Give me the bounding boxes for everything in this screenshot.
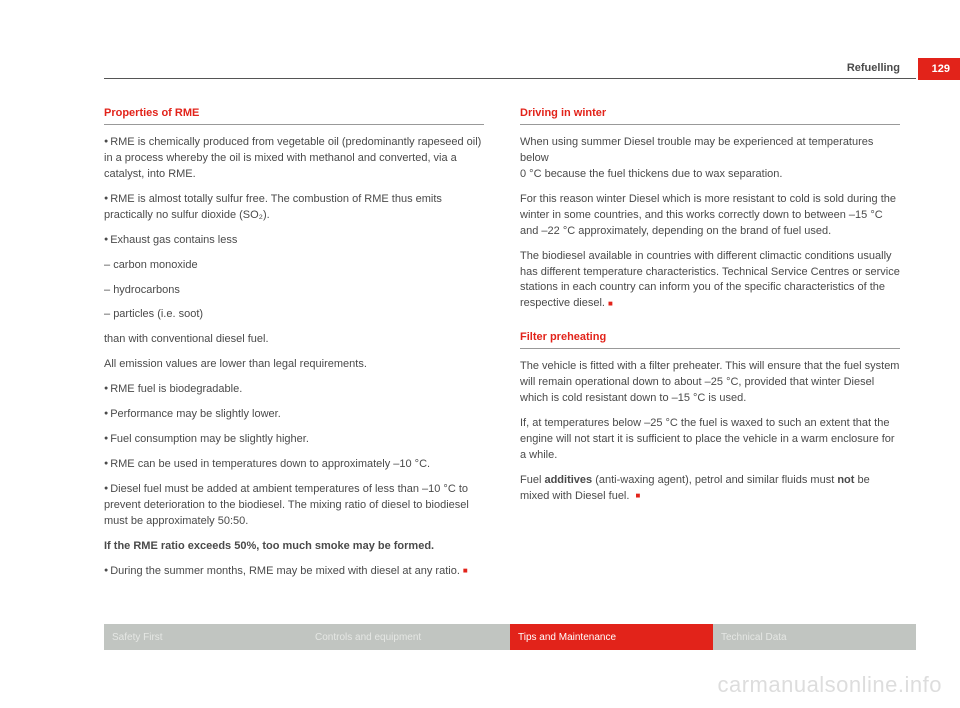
body-text: The vehicle is fitted with a filter preh… — [520, 359, 900, 407]
section-title-winter: Driving in winter — [520, 106, 900, 125]
section-title-rme: Properties of RME — [104, 106, 484, 125]
body-text: The biodiesel available in countries wit… — [520, 249, 900, 313]
body-text: If, at temperatures below –25 °C the fue… — [520, 416, 900, 464]
footer-tab-technical[interactable]: Technical Data — [713, 624, 916, 650]
body-text: RME can be used in temperatures down to … — [104, 457, 484, 473]
footer-tab-controls[interactable]: Controls and equipment — [307, 624, 510, 650]
text-span: Fuel — [520, 474, 544, 486]
footer-tab-tips[interactable]: Tips and Maintenance — [510, 624, 713, 650]
text-span: (anti-waxing agent), petrol and similar … — [592, 474, 837, 486]
content-area: Properties of RME RME is chemically prod… — [104, 102, 900, 589]
section-title-filter: Filter preheating — [520, 330, 900, 349]
body-text: than with conventional diesel fuel. — [104, 332, 484, 348]
body-text: RME is chemically produced from vegetabl… — [104, 135, 484, 183]
watermark-text: carmanualsonline.info — [717, 672, 942, 698]
footer-tab-safety[interactable]: Safety First — [104, 624, 307, 650]
body-text: During the summer months, RME may be mix… — [104, 564, 484, 580]
page-number-tab: 129 — [918, 58, 960, 80]
header-section-label: Refuelling — [847, 62, 900, 74]
body-text: Fuel additives (anti-waxing agent), petr… — [520, 473, 900, 505]
body-text: When using summer Diesel trouble may be … — [520, 135, 900, 167]
body-text: Performance may be slightly lower. — [104, 407, 484, 423]
body-text: 0 °C because the fuel thickens due to wa… — [520, 167, 900, 183]
text-bold: additives — [544, 474, 592, 486]
body-text: Exhaust gas contains less — [104, 233, 484, 249]
body-text: Diesel fuel must be added at ambient tem… — [104, 482, 484, 530]
body-text: For this reason winter Diesel which is m… — [520, 192, 900, 240]
body-text: RME is almost totally sulfur free. The c… — [104, 192, 484, 224]
text-bold: not — [837, 474, 854, 486]
body-text: hydrocarbons — [104, 283, 484, 299]
body-text-bold: If the RME ratio exceeds 50%, too much s… — [104, 539, 484, 555]
footer-tabs: Safety First Controls and equipment Tips… — [104, 624, 916, 650]
body-text: particles (i.e. soot) — [104, 307, 484, 323]
left-column: Properties of RME RME is chemically prod… — [104, 102, 484, 589]
body-text: RME fuel is biodegradable. — [104, 382, 484, 398]
right-column: Driving in winter When using summer Dies… — [520, 102, 900, 589]
body-text: Fuel consumption may be slightly higher. — [104, 432, 484, 448]
header-rule — [104, 78, 916, 79]
body-text: carbon monoxide — [104, 258, 484, 274]
body-text: All emission values are lower than legal… — [104, 357, 484, 373]
